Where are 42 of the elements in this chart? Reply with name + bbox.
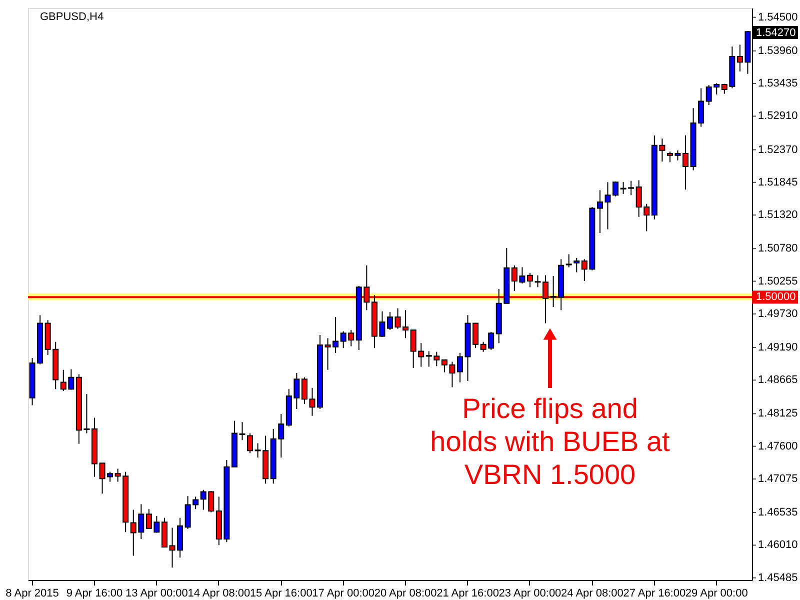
candlestick: [574, 257, 580, 273]
y-tick-label: 1.51845: [758, 176, 798, 188]
candlestick: [247, 432, 254, 454]
y-tick-label: 1.52370: [758, 144, 798, 156]
x-tick-label: 27 Apr 16:00: [623, 588, 686, 600]
y-tick-label: 1.49730: [758, 308, 798, 320]
candlestick: [456, 352, 463, 383]
y-tick-label: 1.50780: [758, 242, 798, 255]
candlestick: [682, 134, 689, 190]
y-tick-label: 1.47600: [758, 440, 798, 452]
ref-line-label: 1.50000: [756, 291, 796, 304]
y-tick-label: 1.46535: [758, 506, 798, 519]
x-tick-label: 13 Apr 00:00: [126, 588, 188, 600]
y-tick-label: 1.49190: [758, 341, 798, 354]
x-tick-label: 8 Apr 2015: [6, 588, 59, 600]
x-tick-label: 23 Apr 00:00: [498, 588, 562, 600]
annotation: Price flips and holds with BUEB at VBRN 1.5000: [430, 393, 670, 490]
candlestick: [387, 312, 393, 331]
y-tick-label: 1.53960: [758, 44, 798, 57]
x-tick-label: 29 Apr 00:00: [685, 588, 748, 600]
candlestick: [566, 254, 572, 268]
x-tick-label: 15 Apr 16:00: [250, 588, 312, 600]
y-tick-label: 1.53435: [758, 78, 798, 90]
y-tick-label: 1.45485: [758, 572, 798, 584]
y-tick-label: 1.48125: [758, 408, 798, 420]
y-tick-label: 1.50255: [758, 275, 798, 288]
candlestick: [526, 272, 533, 288]
text: 1.54270: [756, 27, 796, 39]
x-tick-label: 17 Apr 00:00: [312, 588, 375, 600]
x-tick-label: 20 Apr 08:00: [374, 588, 437, 600]
candlestick: [612, 180, 619, 197]
x-tick-label: 9 Apr 16:00: [66, 588, 123, 600]
x-tick-label: 24 Apr 08:00: [560, 588, 624, 600]
x-tick-label: 21 Apr 16:00: [436, 588, 499, 600]
y-tick-label: 1.46010: [758, 539, 798, 552]
chart-title: GBPUSD,H4: [40, 11, 104, 23]
y-tick-label: 1.51320: [758, 209, 798, 222]
x-tick-label: 14 Apr 08:00: [188, 588, 250, 600]
y-tick-label: 1.47075: [758, 472, 798, 485]
y-tick-label: 1.52910: [758, 110, 798, 122]
y-tick-label: 1.54500: [758, 11, 798, 24]
y-tick-label: 1.48665: [758, 374, 798, 386]
